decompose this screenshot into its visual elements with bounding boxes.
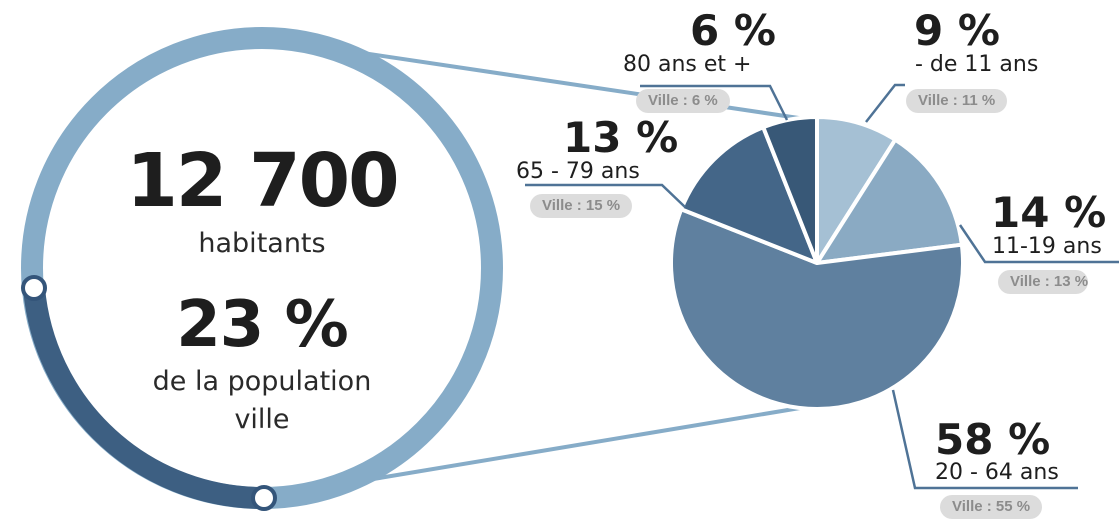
ville-badge-65-79: Ville : 15 %	[530, 194, 633, 218]
summary-ring-dark-arc	[23, 287, 265, 510]
leader-6	[640, 84, 789, 121]
population-share: 23 %	[176, 288, 348, 362]
population-count: 12 700	[126, 138, 399, 224]
slice-label-under-11: - de 11 ans	[915, 52, 1039, 77]
pie-slice-65-79	[679, 125, 819, 265]
slice-pct-20-64: 58 %	[935, 415, 1051, 464]
leader-13	[525, 183, 686, 208]
ville-badge-under-11: Ville : 11 %	[906, 89, 1008, 113]
pie-slice-11-19	[815, 137, 964, 265]
ring-marker-left	[21, 275, 47, 301]
leader-14	[958, 224, 1119, 264]
pie-slice-20-64	[669, 207, 965, 411]
slice-label-80-plus: 80 ans et +	[623, 52, 752, 77]
pie-slice-80-plus	[761, 115, 819, 265]
ville-badge-20-64: Ville : 55 %	[940, 495, 1043, 519]
slice-pct-65-79: 13 %	[563, 113, 679, 162]
slice-pct-80-plus: 6 %	[690, 6, 776, 55]
leader-9	[865, 83, 905, 123]
population-count-label: habitants	[198, 228, 326, 259]
leader-58	[891, 389, 1078, 490]
ring-marker-bottom	[251, 485, 277, 511]
ville-badge-80-plus: Ville : 6 %	[636, 89, 730, 113]
slice-pct-under-11: 9 %	[914, 6, 1000, 55]
slice-label-65-79: 65 - 79 ans	[516, 159, 640, 184]
slice-label-20-64: 20 - 64 ans	[935, 460, 1059, 485]
population-share-label-1: de la population	[152, 366, 372, 397]
slice-label-11-19: 11-19 ans	[992, 234, 1102, 259]
ville-badge-11-19: Ville : 13 %	[998, 270, 1089, 294]
age-pie-chart	[669, 115, 965, 411]
population-share-label-2: ville	[234, 404, 290, 435]
slice-pct-11-19: 14 %	[991, 188, 1107, 237]
